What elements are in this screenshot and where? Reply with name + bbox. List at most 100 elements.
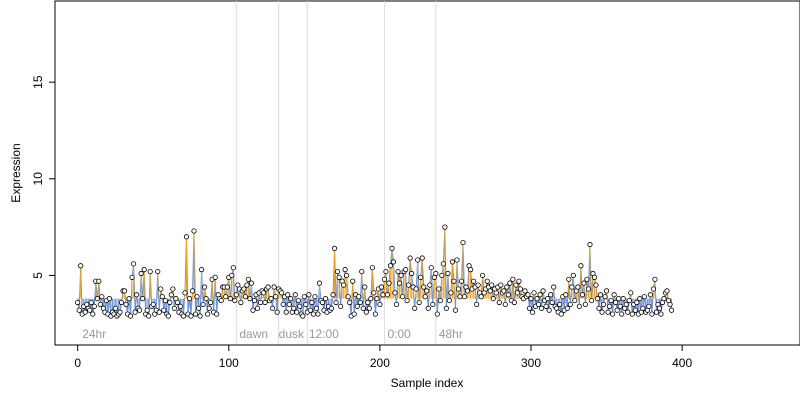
y-tick-label: 5 (31, 272, 45, 279)
data-point (106, 296, 113, 302)
y-tick-label: 15 (31, 75, 45, 89)
data-point (422, 294, 428, 300)
data-point (478, 294, 484, 300)
data-point (171, 305, 177, 311)
data-point (365, 299, 371, 306)
data-point (177, 303, 184, 309)
data-point (88, 299, 94, 306)
data-point (656, 305, 663, 311)
data-point (498, 282, 504, 288)
data-point (404, 297, 410, 304)
data-point (182, 290, 188, 296)
data-point (356, 294, 362, 300)
data-point (513, 282, 519, 288)
data-point (505, 292, 511, 298)
data-point (244, 282, 250, 288)
data-point (548, 292, 554, 298)
data-point (307, 307, 313, 313)
data-point (413, 286, 419, 292)
data-point (467, 267, 474, 273)
time-annotation-label: 24hr (82, 327, 106, 341)
data-point (464, 288, 471, 294)
data-point (496, 299, 502, 306)
data-point (600, 301, 607, 308)
data-point (189, 288, 196, 294)
data-point (141, 267, 147, 273)
data-point (347, 299, 353, 306)
data-point (558, 311, 564, 317)
data-point (319, 299, 326, 306)
data-point (230, 265, 236, 271)
data-point (159, 294, 165, 300)
data-point (167, 299, 173, 306)
data-point (570, 272, 576, 279)
data-point (99, 294, 105, 300)
data-point (195, 305, 202, 311)
data-point (587, 241, 593, 248)
data-point (381, 276, 388, 282)
data-point (174, 299, 181, 306)
data-point (198, 267, 205, 273)
data-point (535, 301, 542, 308)
data-point (538, 305, 545, 311)
data-point (371, 290, 377, 296)
data-point (372, 311, 378, 317)
x-tick-label: 100 (219, 356, 239, 370)
data-point (617, 303, 623, 309)
data-point (328, 305, 335, 311)
data-point (146, 313, 152, 319)
data-point (229, 272, 235, 279)
data-point (118, 299, 125, 306)
data-point (501, 288, 507, 294)
data-point (245, 276, 252, 282)
data-point (584, 276, 590, 282)
data-point (180, 313, 187, 319)
data-point (338, 303, 344, 309)
data-point (129, 274, 135, 280)
data-point (250, 307, 256, 313)
data-point (606, 303, 613, 309)
data-point (597, 292, 604, 298)
data-point (487, 288, 493, 294)
data-point (274, 309, 280, 315)
data-point (366, 305, 372, 311)
data-point (416, 299, 422, 306)
time-annotations: 24hr dawn dusk 12:00 0:00 48hr (82, 327, 463, 341)
data-point (545, 296, 551, 302)
data-point (75, 299, 81, 306)
data-point (186, 296, 193, 302)
data-point (510, 276, 516, 282)
data-point (247, 296, 253, 302)
data-point (440, 261, 446, 267)
data-point (430, 301, 436, 308)
data-point (551, 284, 557, 290)
data-point (205, 311, 211, 317)
time-annotation-label: 48hr (439, 327, 463, 341)
data-point (336, 274, 342, 280)
data-point (158, 286, 164, 292)
data-point (271, 284, 277, 290)
data-point (398, 272, 404, 279)
data-point (605, 309, 611, 315)
data-point (202, 284, 208, 290)
data-point (330, 292, 336, 298)
data-point (504, 284, 510, 290)
data-point (96, 278, 102, 284)
data-point (619, 311, 625, 317)
data-point (268, 296, 274, 302)
data-point (460, 239, 466, 246)
data-point (433, 270, 439, 277)
data-point (262, 299, 268, 306)
data-point (543, 303, 549, 309)
data-point (387, 263, 394, 269)
data-point (76, 307, 82, 313)
data-point (386, 280, 392, 286)
data-point (283, 309, 289, 315)
data-point (517, 286, 524, 292)
data-point (130, 261, 137, 267)
data-point (200, 301, 206, 308)
data-point (233, 292, 239, 298)
data-point (475, 282, 481, 288)
data-point (342, 267, 348, 273)
data-point (316, 280, 323, 286)
